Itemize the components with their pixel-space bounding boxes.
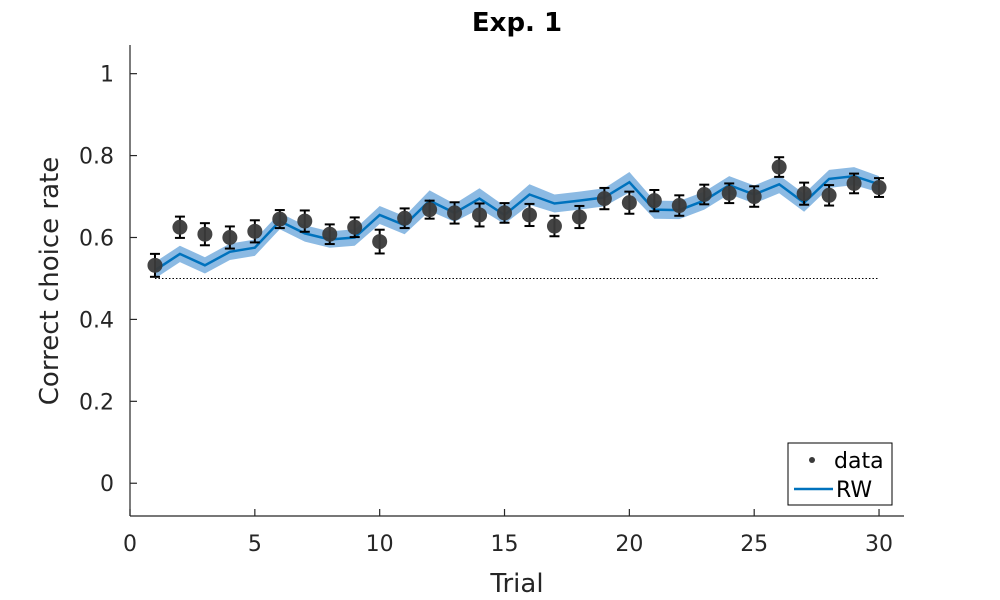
y-tick-label: 0 (100, 472, 114, 497)
legend: data RW (787, 442, 893, 506)
data-marker (147, 257, 163, 273)
data-marker (172, 219, 188, 235)
data-point (596, 186, 612, 211)
data-point (721, 182, 737, 205)
data-point (372, 228, 388, 255)
data-marker (222, 229, 238, 245)
data-point (222, 225, 238, 250)
data-point (347, 216, 363, 239)
x-tick-label: 0 (123, 532, 137, 557)
data-marker (871, 180, 887, 196)
data-marker (821, 187, 837, 203)
y-tick-label: 0.2 (79, 390, 114, 415)
data-point (796, 181, 812, 206)
data-point (521, 202, 537, 228)
data-point (746, 185, 762, 208)
y-axis-label: Correct choice rate (35, 157, 65, 405)
y-tick-label: 1 (100, 63, 114, 88)
data-point (646, 188, 662, 213)
data-marker (521, 207, 537, 223)
data-point (197, 222, 213, 247)
data-point (472, 202, 488, 228)
legend-label-rw: RW (836, 478, 872, 503)
data-point (771, 156, 787, 178)
data-marker (297, 213, 313, 229)
data-point (297, 209, 313, 233)
legend-data-marker (809, 457, 815, 463)
data-marker (272, 211, 288, 227)
x-ticks: 0 5 10 15 20 25 30 (123, 509, 893, 557)
data-point (497, 202, 513, 224)
data-points (147, 156, 887, 278)
data-point (571, 204, 587, 230)
x-tick-label: 20 (615, 532, 643, 557)
rw-confidence-band (155, 167, 879, 279)
data-marker (571, 209, 587, 225)
data-marker (546, 218, 562, 234)
data-marker (721, 185, 737, 201)
data-marker (646, 193, 662, 209)
data-marker (796, 186, 812, 202)
data-point (821, 184, 837, 207)
data-point (272, 209, 288, 230)
data-point (846, 172, 862, 195)
data-marker (372, 234, 388, 250)
rw-band-area (155, 167, 879, 279)
data-point (696, 183, 712, 206)
x-tick-label: 25 (740, 532, 768, 557)
x-tick-label: 30 (865, 532, 893, 557)
data-point (247, 219, 263, 244)
x-tick-label: 15 (491, 532, 519, 557)
data-point (172, 215, 188, 239)
data-marker (247, 223, 263, 239)
data-point (871, 177, 887, 198)
data-marker (422, 202, 438, 218)
data-point (422, 199, 438, 220)
data-marker (347, 219, 363, 235)
data-marker (746, 189, 762, 205)
x-axis-label: Trial (489, 569, 543, 599)
data-point (671, 194, 687, 217)
chart-title: Exp. 1 (472, 8, 562, 38)
x-tick-label: 10 (366, 532, 394, 557)
data-marker (397, 210, 413, 226)
data-marker (472, 207, 488, 223)
data-point (147, 252, 163, 278)
data-point (322, 223, 338, 246)
data-marker (497, 205, 513, 221)
data-marker (447, 205, 463, 221)
data-marker (771, 159, 787, 175)
y-tick-label: 0.6 (79, 226, 114, 251)
y-tick-label: 0.4 (79, 308, 114, 333)
legend-box (787, 442, 893, 506)
data-point (546, 214, 562, 238)
data-point (447, 201, 463, 225)
data-marker (596, 191, 612, 207)
data-marker (846, 175, 862, 191)
data-point (397, 207, 413, 230)
data-marker (621, 195, 637, 211)
data-point (621, 190, 637, 215)
data-marker (322, 226, 338, 242)
legend-label-data: data (834, 449, 884, 474)
data-marker (696, 186, 712, 202)
y-ticks: 0 0.2 0.4 0.6 0.8 1 (79, 63, 137, 497)
y-tick-label: 0.8 (79, 145, 114, 170)
x-tick-label: 5 (248, 532, 262, 557)
data-marker (197, 226, 213, 242)
data-marker (671, 198, 687, 214)
